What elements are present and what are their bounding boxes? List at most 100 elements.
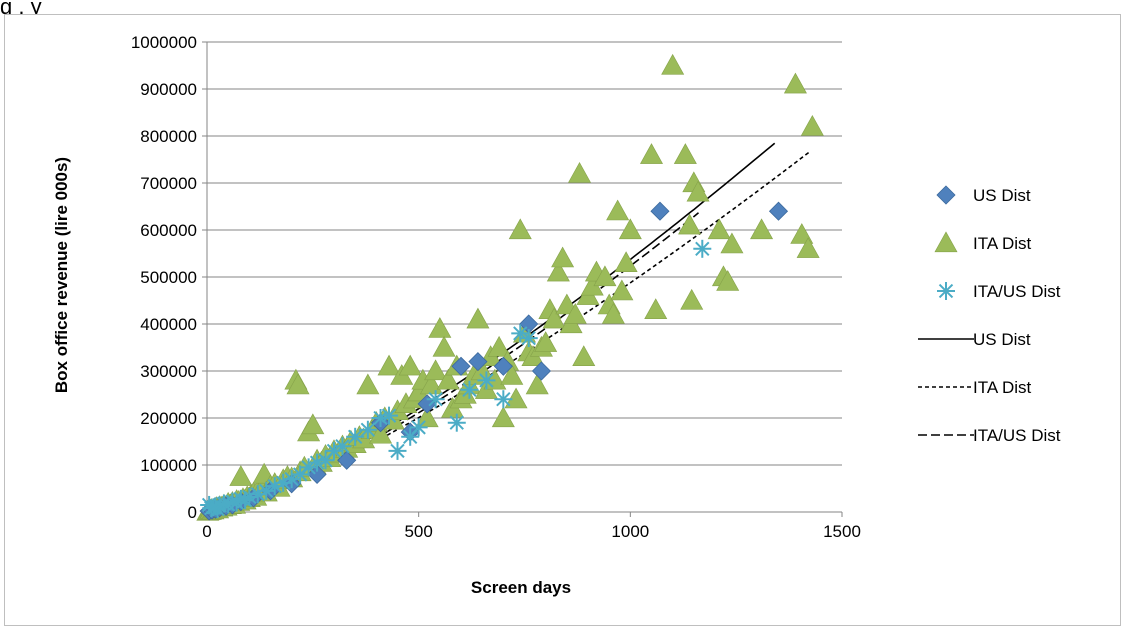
y-tick-label: 500000 bbox=[140, 268, 197, 287]
y-tick-label: 0 bbox=[188, 503, 197, 522]
data-point bbox=[358, 420, 377, 439]
data-point bbox=[468, 352, 488, 372]
y-tick-label: 600000 bbox=[140, 221, 197, 240]
data-point bbox=[377, 354, 401, 376]
x-tick-label: 1000 bbox=[611, 522, 649, 541]
data-point bbox=[644, 298, 668, 320]
data-point bbox=[466, 307, 490, 329]
data-point bbox=[525, 373, 549, 395]
y-tick-label: 1000000 bbox=[131, 33, 197, 52]
y-axis-title: Box office revenue (lire 000s) bbox=[52, 157, 71, 393]
data-point bbox=[500, 364, 524, 385]
data-point bbox=[494, 390, 513, 409]
legend-label: ITA/US Dist bbox=[973, 282, 1061, 301]
data-point bbox=[460, 380, 479, 399]
data-point bbox=[491, 406, 515, 428]
data-point bbox=[307, 464, 327, 484]
data-point bbox=[428, 317, 452, 338]
legend-label: ITA/US Dist bbox=[973, 426, 1061, 445]
data-point bbox=[398, 354, 422, 376]
legend-swatch bbox=[937, 282, 955, 300]
data-point bbox=[601, 302, 625, 324]
axes: 0 100000 200000 300000 400000 500000 600000 700… bbox=[131, 33, 861, 541]
data-point bbox=[618, 218, 642, 240]
data-point bbox=[693, 239, 712, 258]
data-point bbox=[301, 413, 325, 435]
trendlines bbox=[207, 142, 810, 513]
legend-label: ITA Dist bbox=[973, 378, 1032, 397]
data-point bbox=[519, 329, 538, 348]
data-point bbox=[750, 218, 774, 240]
data-point bbox=[477, 371, 496, 390]
data-point bbox=[606, 199, 630, 221]
data-point bbox=[424, 359, 448, 381]
legend-label: ITA Dist bbox=[973, 234, 1032, 253]
x-axis-title: Screen days bbox=[471, 578, 571, 597]
x-tick-label: 1500 bbox=[823, 522, 861, 541]
data-point bbox=[371, 409, 390, 427]
data-point bbox=[800, 114, 824, 136]
trendline bbox=[207, 212, 700, 513]
y-tick-label: 400000 bbox=[140, 315, 197, 334]
y-tick-label: 200000 bbox=[140, 409, 197, 428]
data-point bbox=[487, 335, 511, 357]
data-point bbox=[436, 368, 460, 390]
data-point bbox=[593, 265, 617, 287]
data-point bbox=[610, 279, 634, 301]
data-point bbox=[572, 345, 596, 367]
trendline bbox=[207, 151, 810, 513]
data-point bbox=[650, 201, 670, 221]
chart-frame: 0 100000 200000 300000 400000 500000 600000 700… bbox=[4, 14, 1121, 626]
data-point bbox=[768, 201, 789, 221]
y-tick-label: 800000 bbox=[140, 127, 197, 146]
data-point bbox=[563, 302, 587, 324]
data-point bbox=[531, 361, 551, 381]
data-point bbox=[265, 477, 284, 496]
data-point bbox=[333, 437, 352, 456]
data-point bbox=[337, 450, 357, 470]
legend-label: US Dist bbox=[973, 186, 1031, 205]
legend-label: US Dist bbox=[973, 330, 1031, 349]
data-point bbox=[409, 418, 428, 437]
data-point bbox=[546, 260, 570, 282]
scatter-chart: 0 100000 200000 300000 400000 500000 600000 700… bbox=[52, 33, 1061, 597]
data-point bbox=[783, 72, 807, 94]
data-point bbox=[568, 161, 592, 183]
x-tick-label: 0 bbox=[202, 522, 211, 541]
data-point bbox=[796, 237, 820, 258]
data-point bbox=[432, 335, 456, 357]
x-tick-label: 500 bbox=[404, 522, 432, 541]
data-point bbox=[286, 373, 310, 395]
y-tick-label: 100000 bbox=[140, 456, 197, 475]
y-tick-label: 300000 bbox=[140, 362, 197, 381]
data-point bbox=[673, 143, 697, 164]
y-tick-label: 900000 bbox=[140, 80, 197, 99]
data-point bbox=[369, 422, 393, 444]
data-point bbox=[716, 270, 740, 291]
data-point bbox=[686, 180, 710, 202]
data-point bbox=[551, 246, 575, 268]
data-point bbox=[720, 232, 744, 254]
legend-swatch bbox=[936, 185, 956, 205]
data-points bbox=[196, 53, 824, 521]
data-point bbox=[493, 356, 513, 376]
data-point bbox=[299, 458, 318, 477]
data-point bbox=[661, 53, 685, 75]
data-point bbox=[790, 223, 814, 244]
data-point bbox=[380, 406, 399, 425]
data-point bbox=[346, 427, 365, 446]
data-point bbox=[447, 413, 466, 432]
data-point bbox=[229, 465, 253, 486]
y-tick-label: 700000 bbox=[140, 174, 197, 193]
grid-lines bbox=[207, 41, 842, 466]
data-point bbox=[426, 390, 445, 409]
data-point bbox=[508, 218, 532, 240]
data-point bbox=[534, 331, 558, 352]
cropped-caption: g , y bbox=[0, 0, 42, 14]
data-point bbox=[542, 307, 566, 329]
legend-swatch bbox=[934, 231, 958, 253]
data-point bbox=[291, 465, 310, 484]
data-point bbox=[680, 288, 704, 310]
legend: US Dist ITA Dist ITA/US Dist US Dist ITA Dis… bbox=[918, 185, 1061, 445]
data-point bbox=[639, 143, 664, 164]
